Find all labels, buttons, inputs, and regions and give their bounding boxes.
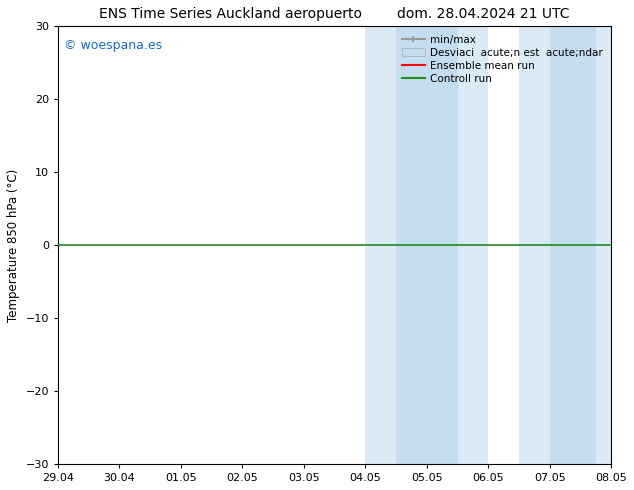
Bar bbox=[396, 26, 458, 464]
Bar bbox=[550, 26, 596, 464]
Bar bbox=[365, 26, 488, 464]
Text: © woespana.es: © woespana.es bbox=[63, 39, 162, 52]
Y-axis label: Temperature 850 hPa (°C): Temperature 850 hPa (°C) bbox=[7, 169, 20, 322]
Bar bbox=[519, 26, 611, 464]
Legend: min/max, Desviaci  acute;n est  acute;ndar, Ensemble mean run, Controll run: min/max, Desviaci acute;n est acute;ndar… bbox=[399, 31, 606, 87]
Title: ENS Time Series Auckland aeropuerto        dom. 28.04.2024 21 UTC: ENS Time Series Auckland aeropuerto dom.… bbox=[100, 7, 570, 21]
